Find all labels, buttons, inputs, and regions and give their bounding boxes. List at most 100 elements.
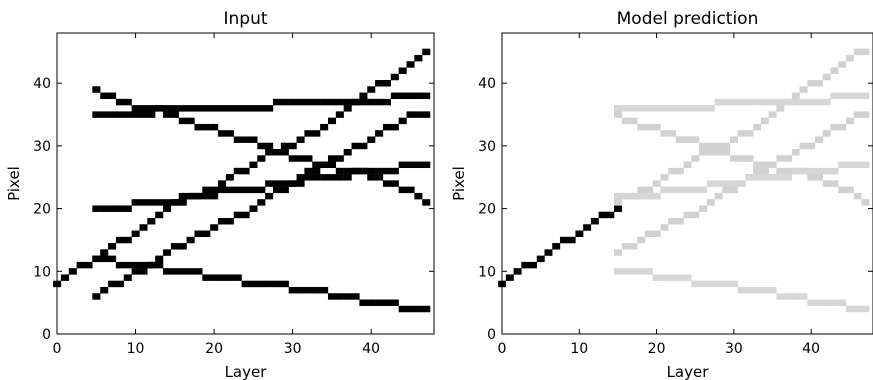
heatmap-cell [375, 174, 384, 181]
heatmap-cell [760, 167, 769, 175]
heatmap-cell [706, 280, 715, 288]
heatmap-cell [225, 130, 234, 137]
heatmap-cell [699, 186, 708, 194]
heatmap-cell [668, 130, 677, 137]
heatmap-cell [100, 111, 109, 118]
heatmap-cell [807, 98, 816, 106]
heatmap-cell [822, 299, 831, 306]
heatmap-cell [784, 174, 793, 181]
heatmap-cell [691, 155, 700, 162]
heatmap-cell [100, 92, 109, 100]
heatmap-cell [241, 167, 250, 175]
heatmap-cell [155, 211, 164, 219]
heatmap-cell [76, 261, 85, 269]
heatmap-cell [784, 167, 793, 175]
heatmap-cell [414, 192, 423, 200]
heatmap-cell [637, 236, 646, 244]
y-tick-label: 10 [478, 264, 496, 280]
heatmap-cell [722, 280, 731, 288]
heatmap-cell [335, 155, 344, 162]
heatmap-cell [265, 280, 274, 288]
heatmap-cell [784, 98, 793, 106]
heatmap-cell [614, 192, 623, 200]
heatmap-cell [822, 73, 831, 81]
heatmap-cell [660, 130, 669, 137]
heatmap-cell [861, 48, 870, 56]
heatmap-cell [304, 98, 313, 106]
heatmap-cell [139, 261, 148, 269]
heatmap-cell [830, 123, 839, 131]
heatmap-cell [170, 105, 179, 112]
heatmap-cell [652, 274, 661, 281]
heatmap-cell [768, 111, 777, 118]
heatmap-cell [390, 180, 399, 187]
heatmap-cell [768, 161, 777, 169]
heatmap-cell [853, 161, 862, 169]
heatmap-cell [351, 293, 360, 300]
heatmap-cell [280, 98, 289, 106]
heatmap-cell [115, 261, 124, 269]
heatmap-cell [257, 155, 266, 162]
heatmap-cell [241, 136, 250, 143]
heatmap-cell [108, 243, 117, 250]
heatmap-cell [288, 98, 297, 106]
heatmap-cell [178, 117, 187, 125]
heatmap-cell [335, 111, 344, 118]
heatmap-cell [170, 268, 179, 275]
heatmap-cell [257, 199, 266, 206]
heatmap-cell [629, 192, 638, 200]
heatmap-cell [621, 105, 630, 112]
heatmap-cell [163, 199, 172, 206]
heatmap-cell [422, 199, 431, 206]
heatmap-cell [722, 142, 731, 150]
heatmap-cell [629, 268, 638, 275]
heatmap-cell [807, 142, 816, 150]
heatmap-cell [335, 167, 344, 175]
heatmap-cell [327, 161, 337, 169]
heatmap-cell [406, 111, 415, 118]
heatmap-cell [730, 98, 738, 106]
heatmap-cell [629, 105, 638, 112]
heatmap-cell [398, 117, 407, 125]
heatmap-cell [123, 261, 132, 269]
heatmap-cell [304, 174, 313, 181]
heatmap-cell [249, 186, 258, 194]
heatmap-cell [225, 174, 234, 181]
heatmap-cells [53, 48, 431, 313]
heatmap-cell [422, 305, 431, 313]
heatmap-cell [815, 80, 823, 87]
heatmap-cell [683, 105, 692, 112]
heatmap-cell [637, 192, 646, 200]
heatmap-cell [784, 155, 793, 162]
heatmap-cell [202, 186, 211, 194]
heatmap-cell [163, 249, 172, 256]
heatmap-cell [92, 293, 101, 300]
heatmap-cell [668, 167, 677, 175]
heatmap-cell [830, 167, 839, 175]
chart-title: Input [223, 9, 267, 29]
heatmap-cell [807, 80, 816, 87]
heatmap-cell [257, 142, 266, 150]
heatmap-cell [131, 268, 140, 275]
heatmap-cell [745, 155, 754, 162]
heatmap-cell [644, 268, 653, 275]
heatmap-cell [660, 186, 669, 194]
heatmap-cell [414, 305, 423, 313]
heatmap-cell [768, 286, 777, 294]
heatmap-cell [722, 149, 731, 156]
heatmap-cell [544, 249, 553, 256]
heatmap-cell [614, 105, 623, 112]
heatmap-cell [139, 111, 148, 118]
heatmap-cell [147, 111, 156, 118]
heatmap-cell [367, 98, 376, 106]
heatmap-cell [92, 111, 101, 118]
plot-area [502, 33, 873, 334]
heatmap-cell [115, 98, 124, 106]
heatmap-cell [683, 211, 692, 219]
heatmap-cell [359, 92, 368, 100]
heatmap-cell [845, 92, 854, 100]
heatmap-cell [745, 130, 754, 137]
heatmap-cell [100, 255, 109, 263]
heatmap-cell [155, 105, 164, 112]
heatmap-cell [406, 161, 415, 169]
